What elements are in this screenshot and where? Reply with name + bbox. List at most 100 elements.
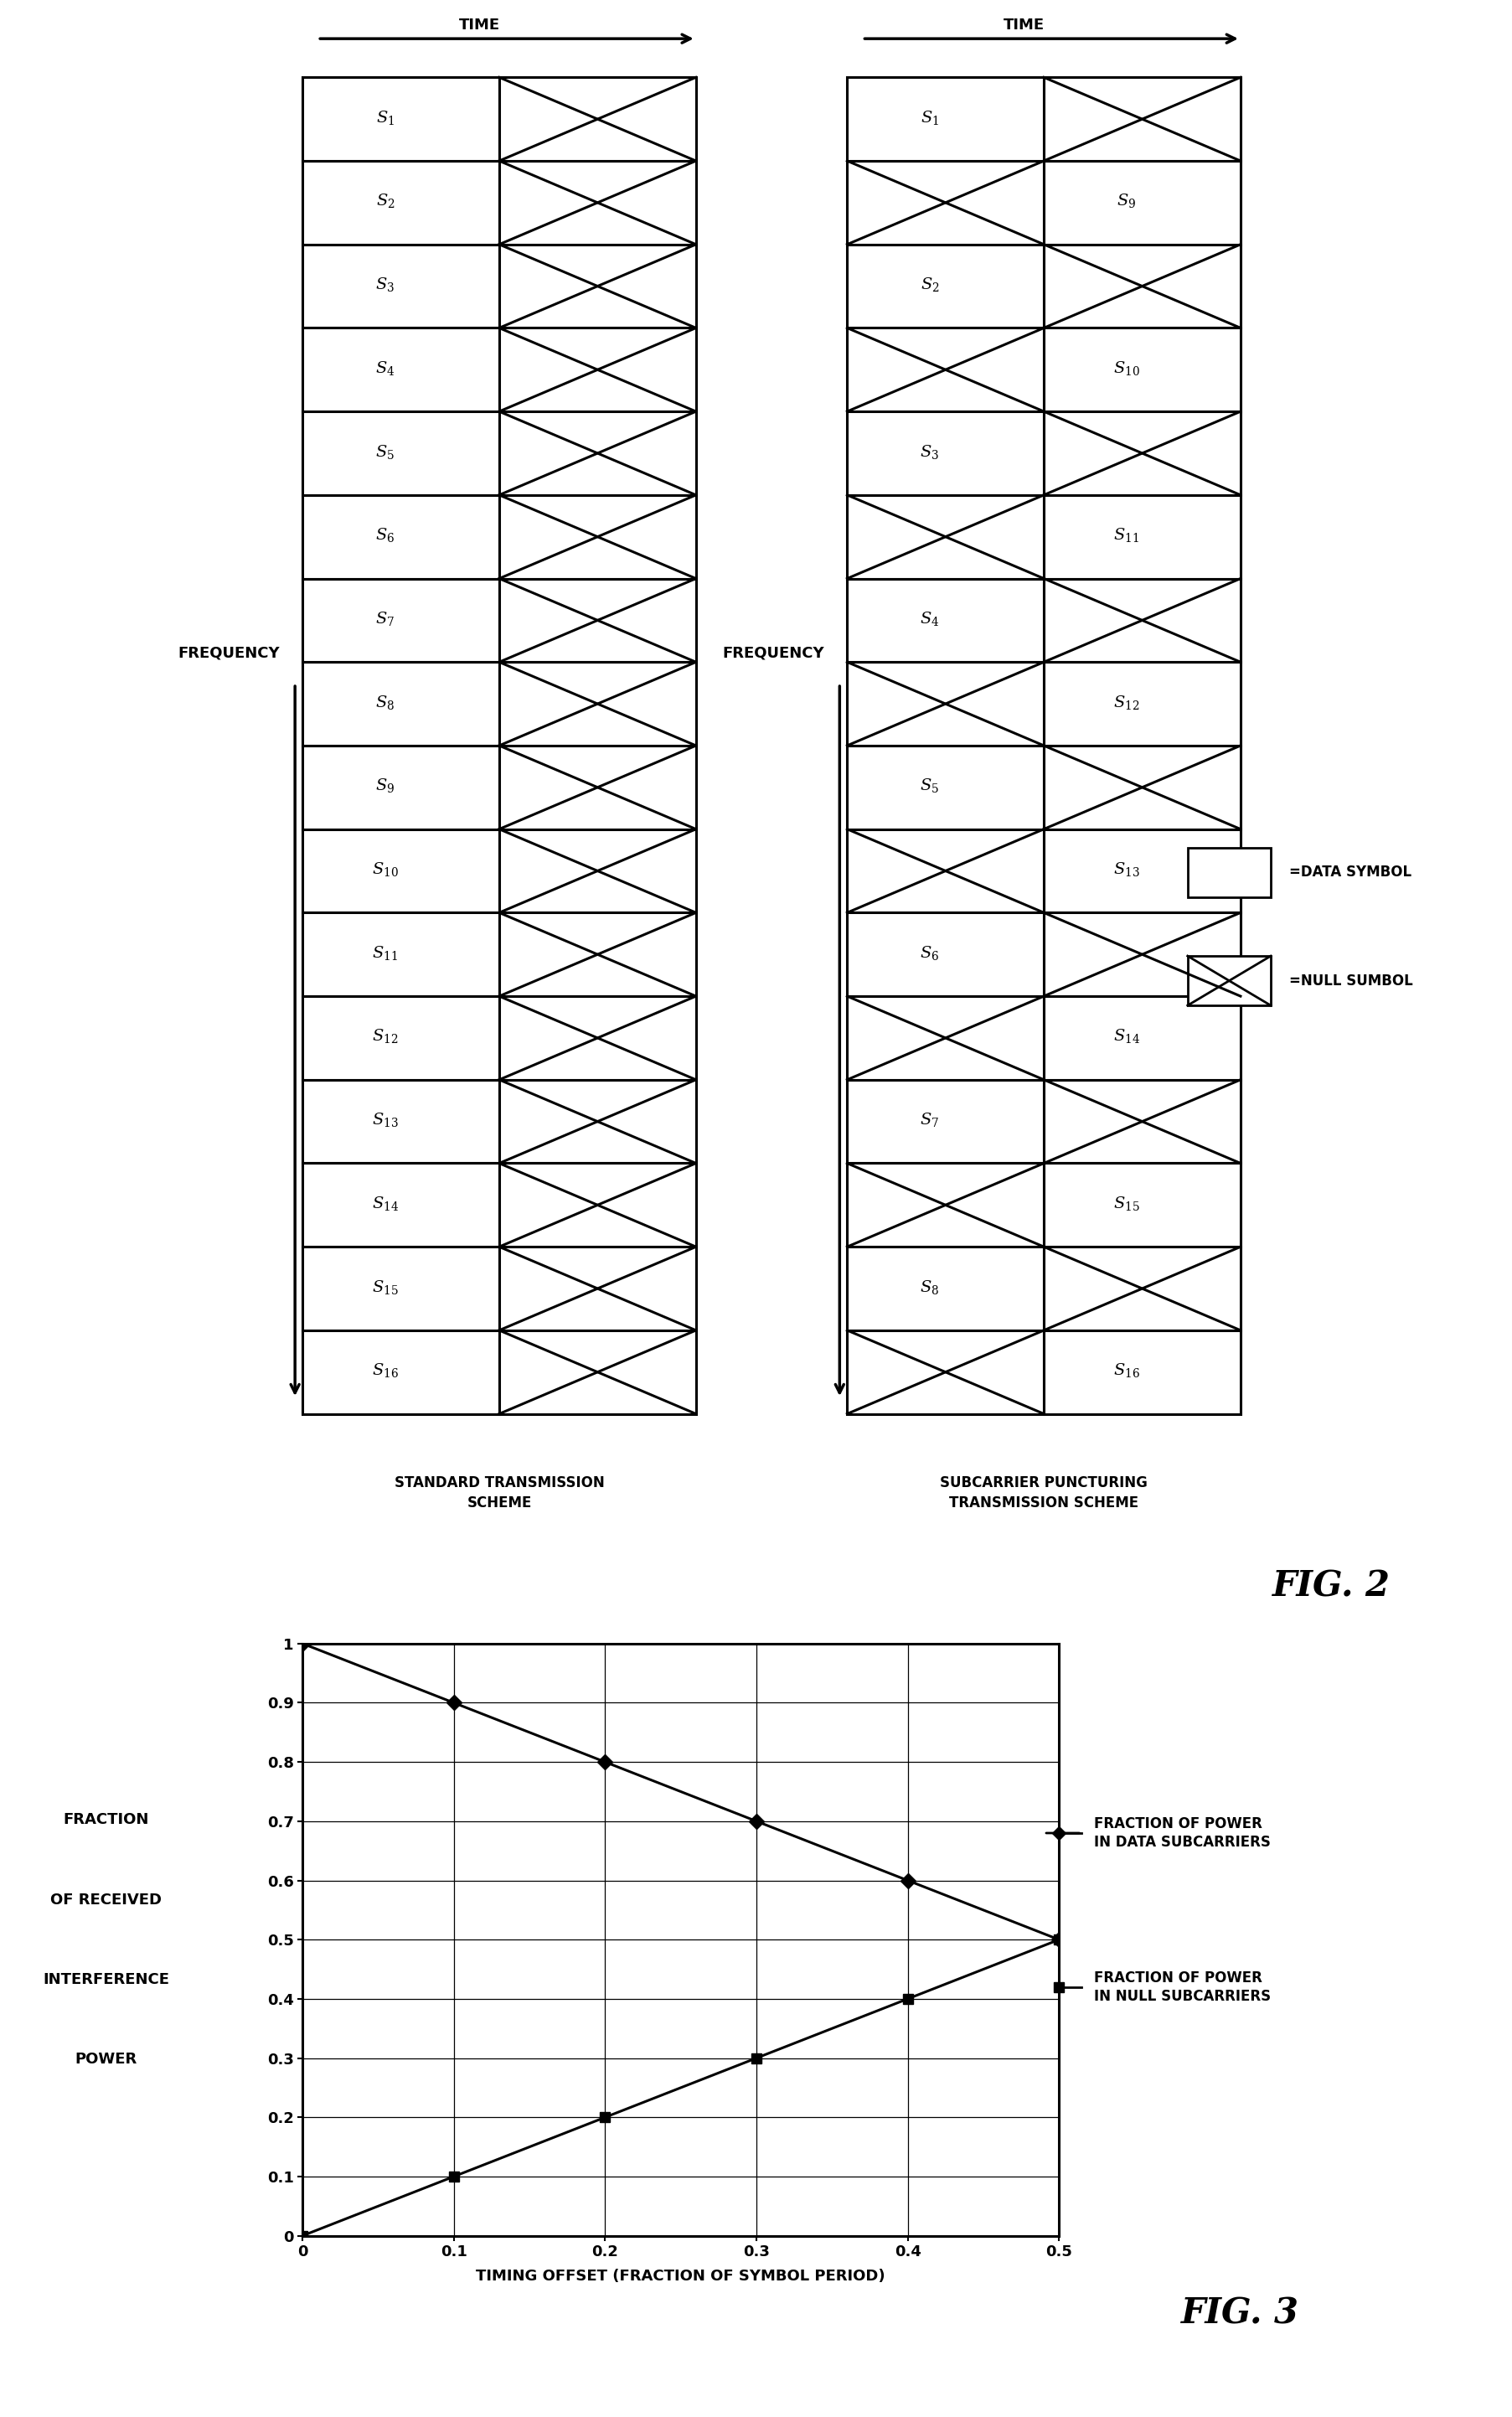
Text: SUBCARRIER PUNCTURING
TRANSMISSION SCHEME: SUBCARRIER PUNCTURING TRANSMISSION SCHEM… (939, 1477, 1148, 1511)
Bar (302, 1247, 499, 1329)
Bar (302, 495, 499, 578)
Text: OF RECEIVED: OF RECEIVED (50, 1893, 162, 1907)
Bar (847, 996, 1043, 1080)
Bar (1043, 1163, 1240, 1247)
Bar (847, 411, 1043, 495)
Text: FRACTION OF POWER
IN NULL SUBCARRIERS: FRACTION OF POWER IN NULL SUBCARRIERS (1093, 1970, 1270, 2004)
Text: $S_{1}$: $S_{1}$ (919, 109, 939, 126)
Text: $S_{9}$: $S_{9}$ (1116, 193, 1136, 210)
Bar (499, 578, 696, 662)
Text: $S_{14}$: $S_{14}$ (372, 1194, 398, 1213)
Text: FREQUENCY: FREQUENCY (178, 645, 280, 660)
Text: TIME: TIME (458, 17, 500, 31)
Text: FIG. 2: FIG. 2 (1272, 1569, 1390, 1605)
Text: $S_{10}$: $S_{10}$ (372, 860, 398, 877)
Bar (1043, 329, 1240, 411)
Bar (302, 996, 499, 1080)
Text: $S_{14}$: $S_{14}$ (1113, 1027, 1139, 1044)
Text: $S_{12}$: $S_{12}$ (372, 1027, 398, 1044)
Bar (1043, 77, 1240, 162)
Bar (847, 1247, 1043, 1329)
Bar (499, 744, 696, 829)
Bar (847, 914, 1043, 996)
Text: $S_{5}$: $S_{5}$ (375, 442, 395, 459)
Text: $S_{4}$: $S_{4}$ (375, 360, 395, 377)
Bar (847, 495, 1043, 578)
Text: $S_{7}$: $S_{7}$ (375, 609, 395, 628)
Bar (499, 662, 696, 744)
Bar (302, 829, 499, 914)
Text: $S_{16}$: $S_{16}$ (1113, 1361, 1139, 1380)
Bar (302, 244, 499, 329)
Bar (302, 662, 499, 744)
Bar (499, 411, 696, 495)
Text: $S_{13}$: $S_{13}$ (1113, 860, 1139, 877)
Text: $S_{8}$: $S_{8}$ (375, 694, 395, 711)
Bar (1187, 957, 1270, 1005)
Bar (1043, 495, 1240, 578)
Text: $S_{4}$: $S_{4}$ (919, 609, 939, 628)
Bar (499, 1163, 696, 1247)
Bar (1043, 244, 1240, 329)
Text: $S_{6}$: $S_{6}$ (375, 527, 395, 544)
Bar (1043, 744, 1240, 829)
Bar (1043, 578, 1240, 662)
Text: $S_{13}$: $S_{13}$ (372, 1112, 398, 1129)
Text: $S_{5}$: $S_{5}$ (919, 776, 939, 795)
Bar (499, 829, 696, 914)
Text: $S_{15}$: $S_{15}$ (372, 1279, 398, 1296)
Bar (302, 914, 499, 996)
Text: $S_{12}$: $S_{12}$ (1113, 694, 1139, 711)
Text: POWER: POWER (74, 2052, 138, 2067)
Bar (1043, 162, 1240, 244)
Text: FIG. 3: FIG. 3 (1181, 2296, 1299, 2332)
Text: INTERFERENCE: INTERFERENCE (42, 1972, 169, 1987)
Bar (847, 1080, 1043, 1163)
Bar (1043, 411, 1240, 495)
Bar (302, 162, 499, 244)
X-axis label: TIMING OFFSET (FRACTION OF SYMBOL PERIOD): TIMING OFFSET (FRACTION OF SYMBOL PERIOD… (476, 2270, 885, 2284)
Text: $S_{8}$: $S_{8}$ (919, 1279, 939, 1296)
Bar (847, 1329, 1043, 1414)
Bar (302, 578, 499, 662)
Text: FRACTION: FRACTION (64, 1813, 148, 1827)
Text: $S_{11}$: $S_{11}$ (1113, 527, 1139, 544)
Bar (499, 1329, 696, 1414)
Text: $S_{2}$: $S_{2}$ (375, 193, 395, 210)
Bar (302, 1080, 499, 1163)
Bar (847, 77, 1043, 162)
Text: $S_{10}$: $S_{10}$ (1113, 360, 1139, 377)
Bar (847, 744, 1043, 829)
Text: $S_{3}$: $S_{3}$ (375, 276, 395, 292)
Bar (847, 162, 1043, 244)
Bar (499, 77, 696, 162)
Bar (847, 329, 1043, 411)
Bar (499, 1080, 696, 1163)
Bar (847, 662, 1043, 744)
Bar (1043, 996, 1240, 1080)
Text: $S_{11}$: $S_{11}$ (372, 945, 398, 962)
Bar (302, 1163, 499, 1247)
Bar (302, 744, 499, 829)
Text: =NULL SUMBOL: =NULL SUMBOL (1288, 974, 1412, 989)
Bar (302, 411, 499, 495)
Bar (1043, 1329, 1240, 1414)
Bar (1043, 829, 1240, 914)
Bar (499, 244, 696, 329)
Bar (1187, 848, 1270, 897)
Bar (499, 495, 696, 578)
Bar (1043, 1080, 1240, 1163)
Bar (1043, 1247, 1240, 1329)
Bar (302, 77, 499, 162)
Text: $S_{6}$: $S_{6}$ (919, 945, 939, 962)
Text: FREQUENCY: FREQUENCY (723, 645, 824, 660)
Bar (847, 829, 1043, 914)
Bar (499, 162, 696, 244)
Text: $S_{7}$: $S_{7}$ (919, 1112, 939, 1129)
Bar (847, 1163, 1043, 1247)
Bar (847, 244, 1043, 329)
Text: $S_{1}$: $S_{1}$ (375, 109, 395, 126)
Text: $S_{3}$: $S_{3}$ (919, 442, 939, 459)
Text: FRACTION OF POWER
IN DATA SUBCARRIERS: FRACTION OF POWER IN DATA SUBCARRIERS (1093, 1815, 1270, 1849)
Bar (499, 329, 696, 411)
